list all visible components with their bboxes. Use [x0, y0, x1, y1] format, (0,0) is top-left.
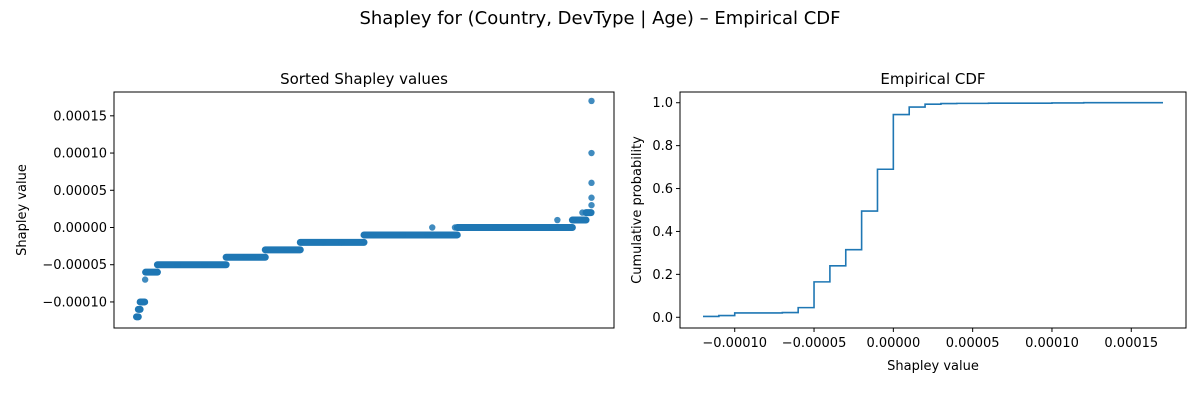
data-point — [201, 261, 208, 268]
y-tick-label: −0.00005 — [42, 258, 107, 273]
x-tick-label: −0.00005 — [782, 336, 847, 351]
y-tick-label: 0.00010 — [53, 147, 107, 162]
data-point — [242, 254, 249, 261]
right-chart-title: Empirical CDF — [880, 70, 985, 88]
data-point — [399, 231, 406, 239]
data-point — [139, 298, 146, 306]
data-point — [579, 209, 586, 216]
data-point — [283, 246, 290, 254]
data-point — [338, 239, 345, 246]
data-point — [369, 231, 377, 239]
data-point — [297, 239, 304, 246]
data-point — [262, 246, 270, 254]
figure-title: Shapley for (Country, DevType | Age) – E… — [359, 8, 840, 29]
data-point — [583, 209, 591, 216]
left-chart-y-ticks: −0.00010 −0.00005 0.00000 0.00005 0.00010 0.0… — [42, 109, 114, 310]
data-point — [141, 276, 149, 283]
data-point — [588, 201, 595, 209]
left-chart-frame — [113, 91, 615, 329]
x-tick-label: 0.00000 — [866, 336, 920, 351]
y-tick-label: 0.2 — [652, 268, 673, 283]
right-chart-ylabel: Cumulative probability — [630, 136, 645, 284]
left-chart-title: Sorted Shapley values — [280, 70, 448, 88]
sorted-shapley-chart: Sorted Shapley values −0.00010 −0.00005 0.… — [15, 70, 615, 329]
y-tick-label: −0.00010 — [42, 295, 107, 310]
data-point — [451, 224, 459, 231]
data-point — [588, 97, 595, 105]
y-tick-label: 0.4 — [652, 225, 673, 240]
data-point — [492, 224, 500, 231]
x-tick-label: 0.00015 — [1104, 336, 1158, 351]
data-point — [429, 224, 436, 231]
y-tick-label: 0.00000 — [53, 221, 107, 236]
left-chart-marks — [133, 97, 595, 321]
data-point — [153, 268, 161, 276]
data-point — [136, 306, 143, 313]
y-tick-label: 1.0 — [652, 96, 673, 111]
data-point — [588, 149, 595, 157]
y-tick-label: 0.00015 — [53, 109, 107, 124]
data-point — [424, 231, 431, 239]
y-tick-label: 0.6 — [652, 182, 673, 197]
data-point — [143, 268, 150, 276]
right-chart-marks — [703, 101, 1163, 318]
data-point — [174, 261, 181, 268]
data-point — [588, 179, 595, 187]
right-chart-xlabel: Shapley value — [887, 359, 979, 374]
right-chart-ticks: −0.00010 −0.00005 0.00000 0.00005 0.00010 0.0… — [652, 96, 1158, 351]
right-chart-frame — [679, 91, 1187, 329]
data-point — [588, 194, 595, 201]
data-point — [570, 216, 577, 224]
data-point — [135, 313, 142, 321]
data-point — [554, 216, 561, 224]
left-chart-ylabel: Shapley value — [15, 164, 30, 256]
data-point — [319, 239, 327, 246]
data-point — [249, 254, 256, 261]
data-point — [549, 224, 557, 231]
y-tick-label: 0.0 — [652, 311, 673, 326]
cdf-step-line — [703, 101, 1163, 318]
y-tick-label: 0.00005 — [53, 184, 107, 199]
x-tick-label: 0.00010 — [1025, 336, 1079, 351]
x-tick-label: −0.00010 — [702, 336, 767, 351]
x-tick-label: 0.00005 — [946, 336, 1000, 351]
y-tick-label: 0.8 — [652, 139, 673, 154]
empirical-cdf-chart: Empirical CDF −0.00010 −0.00005 0.00000 0.0… — [630, 70, 1187, 374]
data-point — [222, 261, 229, 268]
